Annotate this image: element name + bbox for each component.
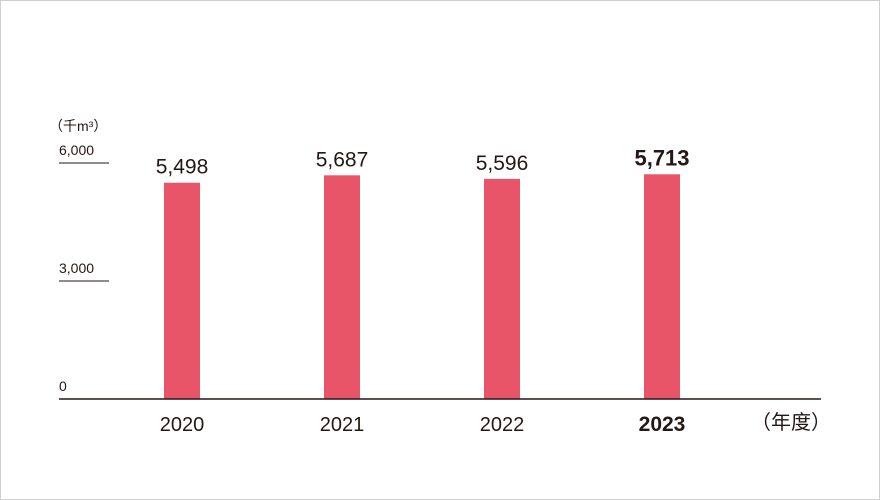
data-label-2021: 5,687 (316, 148, 369, 171)
bar-2020 (164, 182, 200, 399)
x-axis-unit-label: （年度） (751, 411, 831, 434)
data-label-2023: 5,713 (634, 145, 689, 170)
x-axis-labels: 2020 2021 2022 2023 (160, 413, 686, 436)
data-labels: 5,498 5,687 5,596 5,713 (156, 145, 690, 178)
x-tick-label-2022: 2022 (480, 414, 525, 436)
data-label-2022: 5,596 (476, 152, 529, 175)
y-tick-label: 6,000 (59, 142, 94, 158)
y-tick-label: 3,000 (59, 260, 94, 276)
bar-2021 (324, 175, 360, 399)
bar-2023 (644, 174, 680, 399)
x-tick-label-2021: 2021 (320, 414, 365, 436)
y-tick-label: 0 (59, 378, 67, 394)
bar-2022 (484, 178, 520, 399)
y-axis-ticks: 0 3,000 6,000 (59, 142, 109, 394)
x-tick-label-2020: 2020 (160, 414, 205, 436)
bars (164, 174, 680, 399)
data-label-2020: 5,498 (156, 156, 209, 179)
x-tick-label-2023: 2023 (639, 413, 686, 436)
y-axis-unit-label: （千m³） (49, 118, 107, 134)
